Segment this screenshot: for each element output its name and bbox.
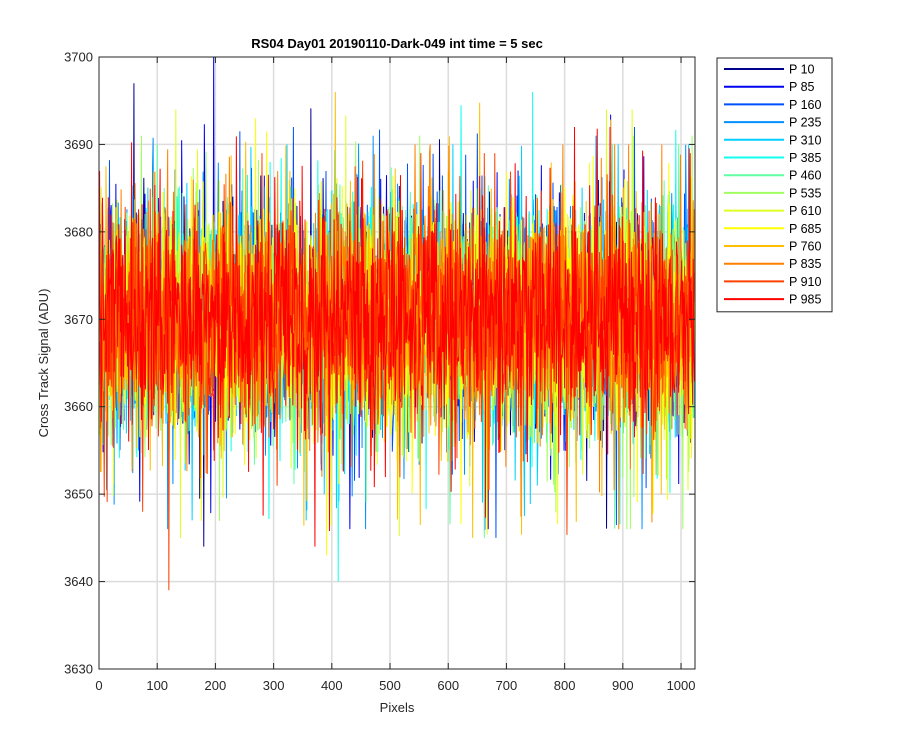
legend-item-p-985[interactable]: P 985 — [724, 293, 821, 307]
series-line-p-985 — [98, 126, 695, 547]
x-tick-label: 400 — [321, 678, 343, 693]
legend-label: P 835 — [789, 257, 821, 271]
legend-item-p-235[interactable]: P 235 — [724, 116, 821, 130]
y-tick-label: 3700 — [64, 50, 93, 65]
legend-item-p-610[interactable]: P 610 — [724, 204, 821, 218]
x-tick-label: 100 — [146, 678, 168, 693]
legend-label: P 535 — [789, 186, 821, 200]
legend-item-p-685[interactable]: P 685 — [724, 222, 821, 236]
legend-item-p-460[interactable]: P 460 — [724, 169, 821, 183]
x-tick-label: 600 — [437, 678, 459, 693]
legend-label: P 760 — [789, 240, 821, 254]
x-tick-label: 300 — [263, 678, 285, 693]
x-tick-label: 0 — [95, 678, 102, 693]
legend-item-p-85[interactable]: P 85 — [724, 80, 815, 94]
legend-item-p-835[interactable]: P 835 — [724, 257, 821, 271]
y-tick-label: 3690 — [64, 137, 93, 152]
x-tick-label: 900 — [612, 678, 634, 693]
chart-title: RS04 Day01 20190110-Dark-049 int time = … — [251, 36, 543, 51]
x-tick-label: 800 — [554, 678, 576, 693]
legend-label: P 385 — [789, 151, 821, 165]
legend-label: P 85 — [789, 80, 815, 94]
legend-item-p-310[interactable]: P 310 — [724, 133, 821, 147]
legend-item-p-385[interactable]: P 385 — [724, 151, 821, 165]
legend-item-p-910[interactable]: P 910 — [724, 275, 821, 289]
legend-item-p-160[interactable]: P 160 — [724, 98, 821, 112]
x-axis-ticks: 0 100 200 300 400 500 600 700 800 900 1000 — [95, 57, 695, 693]
y-tick-label: 3670 — [64, 312, 93, 327]
y-tick-label: 3660 — [64, 399, 93, 414]
legend-label: P 685 — [789, 222, 821, 236]
legend-box — [716, 57, 833, 313]
y-tick-label: 3650 — [64, 487, 93, 502]
x-tick-label: 700 — [496, 678, 518, 693]
y-axis-ticks: 3630 3640 3650 3660 3670 3680 3690 3700 — [64, 50, 695, 677]
legend-label: P 310 — [789, 133, 821, 147]
legend-item-p-10[interactable]: P 10 — [724, 63, 815, 77]
legend-label: P 10 — [789, 63, 815, 77]
x-tick-label: 1000 — [667, 678, 696, 693]
legend-label: P 985 — [789, 293, 821, 307]
series-lines — [98, 56, 695, 591]
y-axis-label: Cross Track Signal (ADU) — [36, 289, 51, 438]
legend-item-p-535[interactable]: P 535 — [724, 186, 821, 200]
legend-label: P 610 — [789, 204, 821, 218]
legend-label: P 460 — [789, 169, 821, 183]
x-axis-label: Pixels — [380, 700, 415, 715]
x-tick-label: 200 — [205, 678, 227, 693]
x-tick-label: 500 — [379, 678, 401, 693]
y-tick-label: 3640 — [64, 574, 93, 589]
legend[interactable]: P 10 P 85 P 160 P 235 P 310 P 385 P 460 P 535 P … — [716, 57, 833, 313]
legend-label: P 910 — [789, 275, 821, 289]
legend-item-p-760[interactable]: P 760 — [724, 240, 821, 254]
y-tick-label: 3630 — [64, 662, 93, 677]
legend-label: P 235 — [789, 116, 821, 130]
plot-frame — [98, 56, 696, 670]
y-tick-label: 3680 — [64, 224, 93, 239]
legend-label: P 160 — [789, 98, 821, 112]
